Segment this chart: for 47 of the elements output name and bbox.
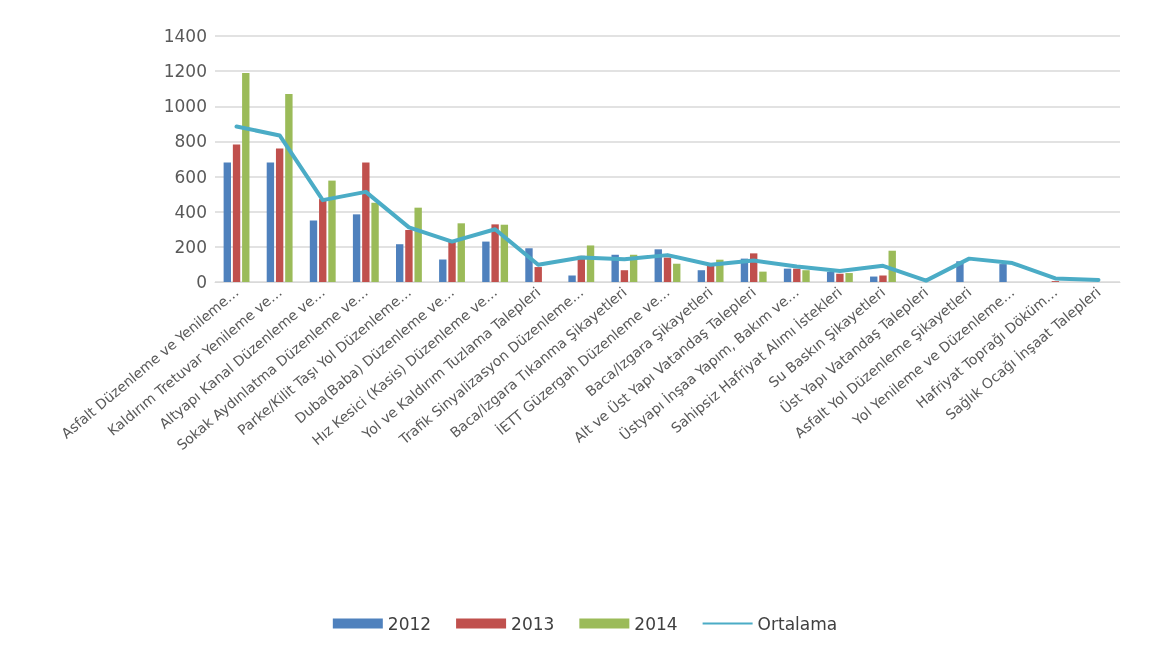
y-tick-label: 1400 bbox=[163, 26, 207, 46]
bar bbox=[352, 214, 361, 282]
y-tick-label: 200 bbox=[174, 236, 207, 257]
bar bbox=[845, 273, 853, 282]
bar bbox=[439, 259, 447, 282]
bar bbox=[663, 257, 672, 282]
y-tick-label: 1000 bbox=[163, 96, 207, 117]
bar bbox=[448, 241, 456, 282]
y-tick-label: 0 bbox=[196, 272, 207, 292]
bar bbox=[266, 162, 275, 282]
y-tick-label: 600 bbox=[174, 166, 207, 187]
bar bbox=[482, 241, 490, 282]
bar bbox=[759, 271, 767, 282]
bar bbox=[783, 268, 792, 282]
bar bbox=[275, 148, 284, 282]
legend-label: 2014 bbox=[634, 613, 678, 634]
bar bbox=[697, 270, 706, 282]
bar bbox=[285, 93, 293, 282]
y-tick-label: 800 bbox=[174, 131, 207, 152]
bar bbox=[826, 271, 835, 282]
bar bbox=[405, 229, 413, 282]
bar bbox=[309, 220, 318, 282]
bar bbox=[414, 207, 422, 282]
bar bbox=[999, 264, 1007, 282]
bar bbox=[568, 275, 576, 282]
bar bbox=[673, 263, 681, 282]
bar bbox=[223, 162, 232, 282]
bar bbox=[620, 270, 629, 282]
y-tick-label: 1200 bbox=[163, 61, 207, 82]
bar bbox=[362, 162, 370, 282]
bar bbox=[319, 199, 327, 282]
legend-label: 2013 bbox=[511, 613, 555, 634]
bar bbox=[836, 273, 844, 282]
bar bbox=[328, 180, 336, 282]
y-tick-label: 400 bbox=[174, 201, 207, 222]
legend-label: Ortalama bbox=[757, 613, 838, 634]
bar bbox=[491, 224, 499, 282]
bar bbox=[232, 144, 241, 282]
line-series bbox=[234, 124, 1101, 283]
bar bbox=[802, 270, 810, 282]
bar bbox=[534, 267, 542, 282]
bar bbox=[242, 73, 250, 282]
bar bbox=[396, 244, 404, 282]
bar bbox=[879, 275, 887, 282]
legend-label: 2012 bbox=[387, 613, 432, 634]
bar bbox=[371, 202, 379, 282]
bar bbox=[793, 268, 801, 282]
